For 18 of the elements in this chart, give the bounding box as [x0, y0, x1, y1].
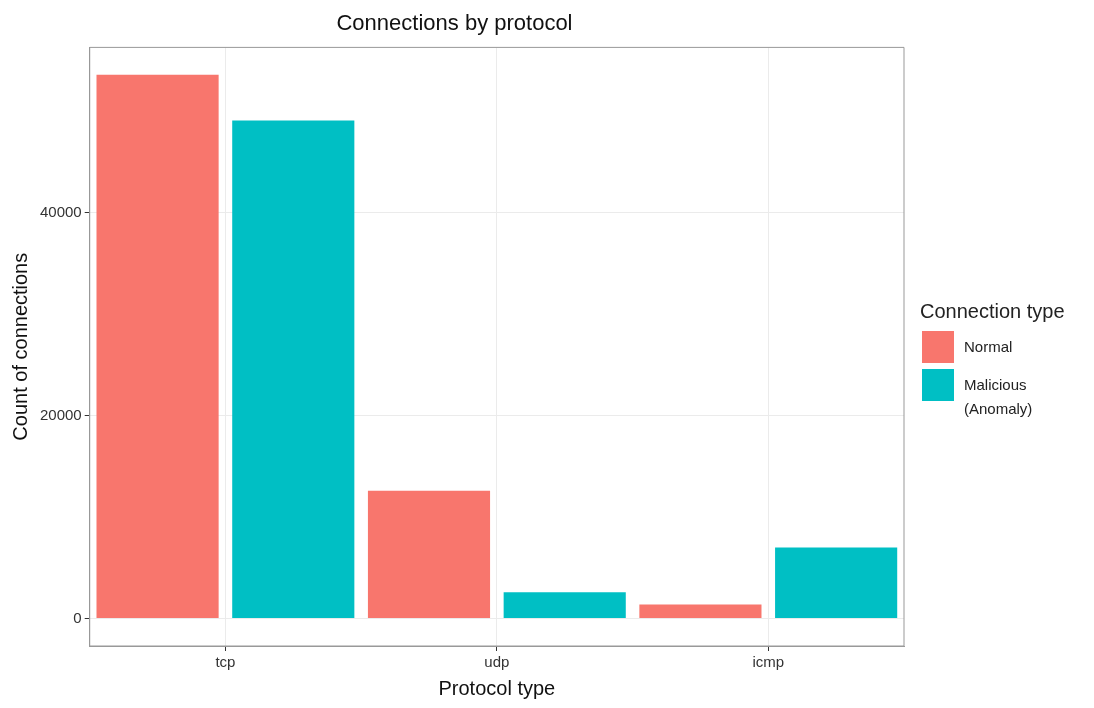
bar — [639, 604, 762, 619]
bar — [96, 74, 219, 619]
bar — [367, 490, 491, 619]
legend-label: Malicious (Anomaly) — [964, 375, 1034, 419]
legend-label: Normal — [964, 337, 1013, 357]
bar — [503, 592, 626, 619]
legend-title: Connection type — [920, 300, 1065, 323]
y-axis-title: Count of connections — [8, 252, 31, 441]
x-tick-label: udp — [484, 653, 510, 671]
y-tick-label: 0 — [73, 608, 82, 626]
x-tick-label: tcp — [215, 653, 236, 671]
bar — [232, 120, 355, 619]
x-axis-title: Protocol type — [438, 676, 556, 699]
bar — [775, 547, 898, 619]
y-tick-label: 20000 — [39, 405, 82, 423]
x-tick-label: icmp — [752, 653, 785, 671]
y-tick-label: 40000 — [39, 202, 82, 220]
chart-title: Connections by protocol — [336, 10, 573, 36]
